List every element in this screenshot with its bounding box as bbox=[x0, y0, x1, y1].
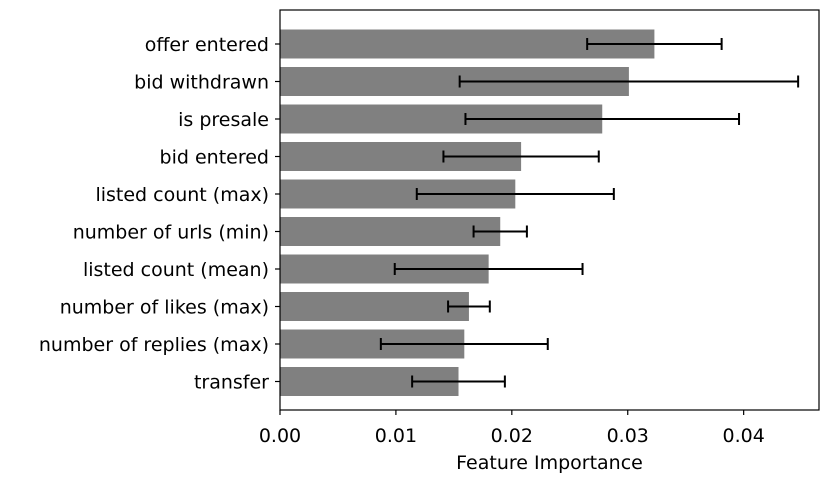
errorbar-9 bbox=[411, 375, 506, 388]
category-label: number of urls (min) bbox=[73, 222, 269, 244]
category-label: number of likes (max) bbox=[60, 297, 269, 319]
bar-5 bbox=[280, 217, 501, 246]
category-label: is presale bbox=[178, 109, 269, 131]
errorbar-8 bbox=[379, 338, 549, 350]
errorbar-0 bbox=[586, 38, 723, 50]
category-label: listed count (max) bbox=[95, 184, 269, 206]
errorbar-3 bbox=[442, 150, 600, 163]
errorbars-layer bbox=[379, 38, 800, 388]
category-label: transfer bbox=[194, 372, 269, 394]
errorbar-6 bbox=[393, 263, 584, 275]
errorbar-4 bbox=[415, 188, 615, 200]
x-tick-label: 0.00 bbox=[259, 425, 301, 447]
x-tick-label: 0.04 bbox=[722, 425, 764, 447]
bars-layer bbox=[280, 29, 655, 396]
category-label: bid withdrawn bbox=[134, 72, 269, 94]
x-tick-label: 0.02 bbox=[491, 425, 533, 447]
x-axis-label: Feature Importance bbox=[456, 452, 643, 474]
category-label: listed count (mean) bbox=[83, 259, 269, 281]
category-label: bid entered bbox=[160, 147, 269, 169]
category-labels: offer entered bid withdrawn is presale bid … bbox=[39, 34, 280, 394]
category-label: offer entered bbox=[145, 34, 269, 56]
errorbar-7 bbox=[447, 300, 491, 313]
plot-frame bbox=[279, 9, 820, 411]
errorbar-1 bbox=[458, 75, 800, 88]
errorbar-5 bbox=[472, 225, 528, 238]
x-tick-label: 0.01 bbox=[375, 425, 417, 447]
category-label: number of replies (max) bbox=[39, 334, 269, 356]
x-tick-label: 0.03 bbox=[607, 425, 649, 447]
bar-7 bbox=[280, 292, 469, 321]
errorbar-2 bbox=[464, 113, 741, 125]
x-axis-ticks: 0.00 0.01 0.02 0.03 0.04 bbox=[259, 410, 765, 447]
